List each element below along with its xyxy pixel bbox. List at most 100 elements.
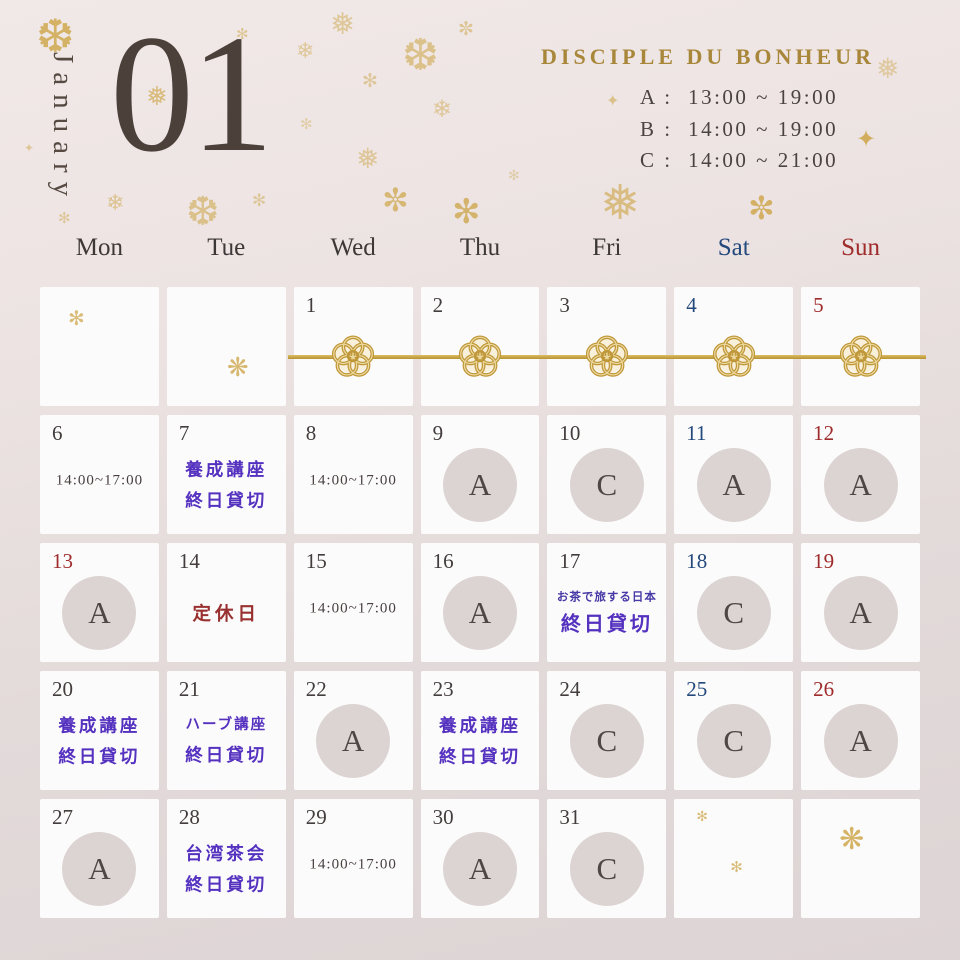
snowflake-icon: ✻ [730,860,743,876]
calendar-cell-empty: ❋ [166,287,286,406]
snowflake-icon: ✻ [58,211,71,227]
event-label: 養成講座 終日貸切 [421,710,540,771]
weekday-header-row: Mon Tue Wed Thu Fri Sat Sun [40,234,920,262]
snowflake-icon: ❅ [600,177,641,230]
snowflake-icon: ✻ [508,169,520,184]
date-number: 30 [432,805,454,829]
snowflake-icon: ❋ [839,823,865,856]
closed-day-text: 定休日 [192,605,261,625]
date-number: 4 [686,293,697,317]
calendar-cell-26: 26 A [801,671,920,790]
date-number: 22 [305,677,327,701]
calendar-cell-11: 11 A [674,415,794,534]
open-hours-text: 14:00~17:00 [309,600,397,617]
mizuhiki-knot-icon [332,335,375,377]
snowflake-icon: ✼ [458,19,474,40]
date-number: 24 [559,677,581,701]
snowflake-icon: ✻ [68,308,85,330]
schedule-badge: C [569,448,644,522]
calendar-cell-23: 23 養成講座 終日貸切 [420,671,540,790]
date-number: 12 [813,421,835,445]
schedule-badge: C [696,704,771,778]
date-number: 14 [178,549,200,573]
event-label: ハーブ講座 終日貸切 [167,712,286,770]
calendar-cell-7: 7 養成講座 終日貸切 [166,415,286,534]
calendar-cell-3: 3 [541,287,673,406]
calendar-cell-1: 1 [287,287,419,406]
date-number: 1 [305,293,317,317]
snowflake-icon: ✻ [300,117,313,133]
date-number: 15 [305,549,327,573]
schedule-badge: A [823,576,898,650]
calendar-cell-20: 20 養成講座終日貸切 [40,671,159,790]
calendar-cell-12: 12 A [801,415,920,534]
snowflake-icon: ✻ [696,810,709,825]
event-label-line: 養成講座 [58,715,141,736]
calendar-cell-31: 31 C [547,799,667,918]
date-number: 20 [52,677,73,701]
snowflake-icon: ✦ [606,93,620,110]
month-name: January [47,52,79,206]
calendar-cell-2: 2 [414,287,546,406]
calendar-cell-empty: ❋ [801,799,920,918]
schedule-badge: A [442,576,517,650]
date-number: 19 [813,549,835,573]
mizuhiki-knot-icon [712,335,755,377]
calendar-cell-5: 5 [795,287,926,406]
event-label-line: 終日貸切 [185,744,268,765]
date-number: 3 [559,293,570,317]
date-number: 18 [686,549,708,573]
snowflake-icon: ✼ [748,190,775,226]
calendar-cell-6: 6 14:00~17:00 [40,415,159,534]
weekday-header-sat: Sat [717,234,750,261]
event-label: 養成講座 終日貸切 [40,710,159,771]
calendar-cell-14: 14 定休日 [166,543,286,662]
event-label-line: 終日貸切 [185,874,268,894]
date-number: 8 [305,421,317,445]
snowflake-icon: ✼ [382,182,409,218]
date-number: 31 [559,805,581,829]
schedule-badge: A [823,448,898,522]
date-number: 6 [52,421,63,445]
schedule-badge: C [696,576,771,650]
date-number: 9 [432,421,444,445]
date-number: 27 [52,805,73,829]
snowflake-icon: ✦ [856,127,877,153]
event-label-line: 終日貸切 [58,746,141,766]
date-number: 11 [686,421,707,445]
event-label: お茶で旅する日本 終日貸切 [547,585,666,640]
snowflake-icon: ❅ [356,144,380,175]
calendar-cell-24: 24 C [547,671,667,790]
calendar-cell-13: 13 A [40,543,159,662]
schedule-badge: A [62,832,137,906]
event-label: 養成講座 終日貸切 [167,454,286,515]
calendar-cell-17: 17 お茶で旅する日本 終日貸切 [547,543,667,662]
event-label: 台湾茶会 終日貸切 [167,838,286,899]
event-label-line: 終日貸切 [185,490,268,510]
weekday-header-thu: Thu [459,234,501,261]
schedule-badge: C [569,832,644,906]
legend-row-a: A : 13:00 ~ 19:00 [640,85,839,109]
date-number: 28 [178,805,200,829]
calendar-cell-21: 21 ハーブ講座 終日貸切 [166,671,286,790]
event-label-line: ハーブ講座 [185,716,268,733]
schedule-badge: C [569,704,644,778]
legend-row-c: C : 14:00 ~ 21:00 [640,148,839,172]
weekday-header-mon: Mon [75,234,124,261]
calendar-cell-19: 19 A [801,543,920,662]
calendar-cell-28: 28 台湾茶会 終日貸切 [166,799,286,918]
month-number: 01 [110,1,274,187]
schedule-badge: A [442,448,517,522]
date-number: 13 [52,549,73,573]
date-number: 10 [559,421,581,445]
date-number: 17 [559,549,581,573]
weekday-header-tue: Tue [207,234,246,261]
snowflake-icon: ❄ [432,97,453,123]
mizuhiki-knot-icon [839,335,882,377]
schedule-legend: A : 13:00 ~ 19:00 B : 14:00 ~ 19:00 C : … [640,82,838,177]
snowflake-icon: ✻ [362,71,378,92]
open-hours-text: 14:00~17:00 [309,472,397,489]
calendar-cell-8: 8 14:00~17:00 [293,415,413,534]
date-number: 7 [178,421,190,445]
calendar-cell-4: 4 [668,287,800,406]
